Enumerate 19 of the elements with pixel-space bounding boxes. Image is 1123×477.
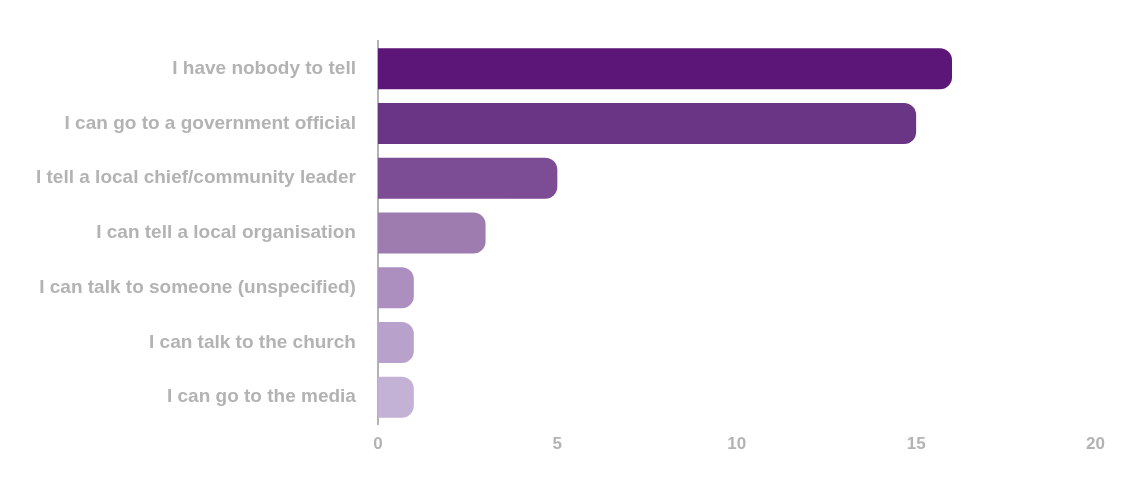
y-tick-label: I can go to a government official xyxy=(64,111,356,133)
x-tick-label: 20 xyxy=(1086,434,1106,454)
y-tick-label: I can talk to the church xyxy=(149,330,356,352)
bar xyxy=(377,267,414,309)
x-tick-label: 5 xyxy=(552,434,563,454)
x-tick-label: 15 xyxy=(906,434,926,454)
x-tick-label: 10 xyxy=(727,434,747,454)
y-tick-label: I can talk to someone (unspecified) xyxy=(39,275,356,297)
bar xyxy=(377,321,414,364)
x-tick-label: 0 xyxy=(373,434,383,454)
y-tick-label: I have nobody to tell xyxy=(172,57,356,79)
y-tick-label: I tell a local chief/community leader xyxy=(35,166,357,188)
bar xyxy=(377,376,414,418)
y-tick-label: I can go to the media xyxy=(166,385,357,407)
bar xyxy=(377,212,486,254)
bar xyxy=(377,157,558,199)
y-tick-label: I can tell a local organisation xyxy=(96,221,356,243)
bar xyxy=(377,48,953,90)
bar xyxy=(377,102,917,145)
